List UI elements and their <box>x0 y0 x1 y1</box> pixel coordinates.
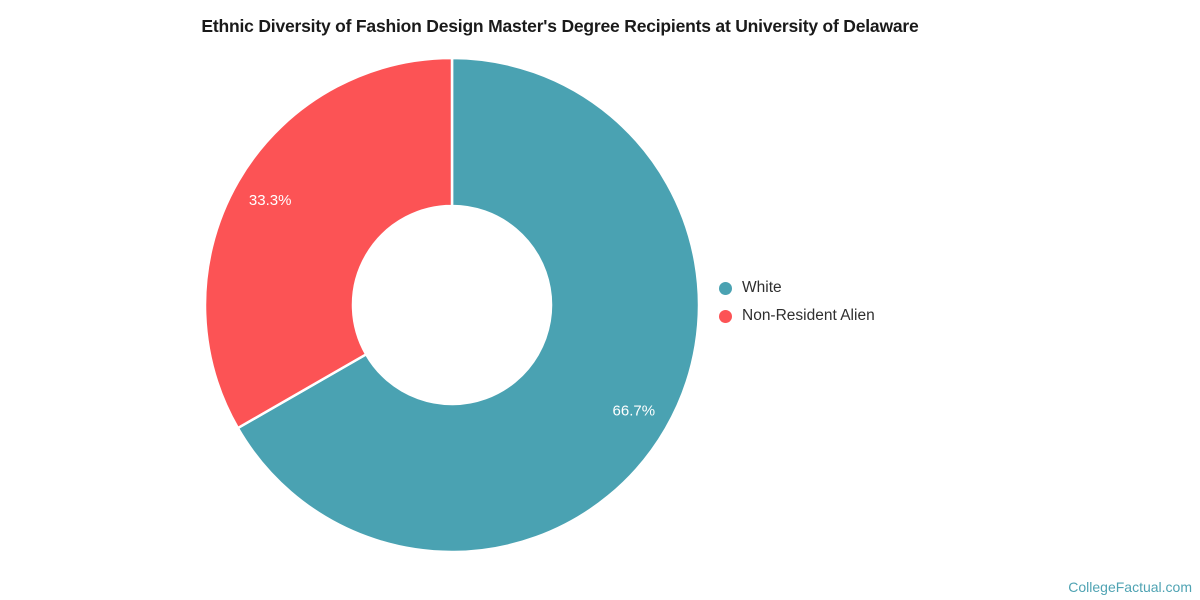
donut-slice-white[interactable] <box>236 56 701 554</box>
legend-item-white[interactable]: White <box>719 278 875 298</box>
legend-marker-circle-non-resident-alien <box>719 309 732 323</box>
legend: White Non-Resident Alien <box>719 278 875 334</box>
collegefactual-attribution-link[interactable]: CollegeFactual.com <box>1068 579 1192 595</box>
legend-item-non-resident-alien[interactable]: Non-Resident Alien <box>719 306 875 326</box>
slice-percentage-label-white: 66.7% <box>613 402 656 419</box>
chart-title: Ethnic Diversity of Fashion Design Maste… <box>201 16 919 36</box>
donut-slice-non-resident-alien[interactable] <box>203 56 454 430</box>
legend-label-non-resident-alien: Non-Resident Alien <box>742 307 875 324</box>
legend-marker-circle-white <box>719 281 732 295</box>
legend-label-white: White <box>742 279 782 296</box>
slice-percentage-label-non-resident-alien: 33.3% <box>249 192 292 209</box>
